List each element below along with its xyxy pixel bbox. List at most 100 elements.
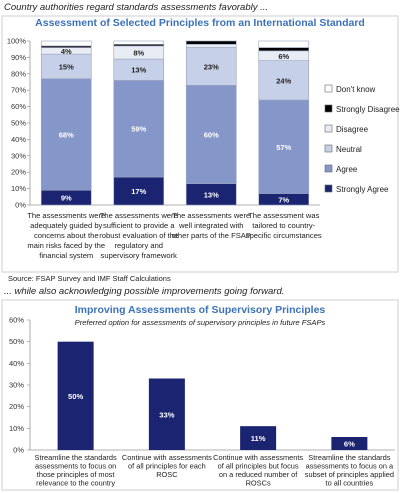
chart2-data-label: 33% bbox=[159, 410, 174, 419]
chart2-ytick-label: 10% bbox=[9, 424, 24, 433]
chart1-bar-segment-neutral bbox=[40, 53, 92, 80]
chart1-data-label: 8% bbox=[133, 48, 144, 57]
chart1-category-label: robust evaluation of the bbox=[99, 231, 178, 240]
chart1-ytick-label: 0% bbox=[15, 201, 26, 210]
chart1-legend-label: Strongly Agree bbox=[336, 185, 389, 194]
chart2-category-label: relevance to the country bbox=[36, 479, 115, 488]
chart1-data-label: 68% bbox=[59, 130, 74, 139]
chart2-category-label: Streamline the standards bbox=[35, 453, 117, 462]
chart1-category-label: well integrated with bbox=[178, 221, 244, 230]
chart1-ytick-label: 20% bbox=[11, 168, 26, 177]
chart1-data-label: 59% bbox=[131, 125, 146, 134]
chart1-category-label: financial system bbox=[39, 251, 93, 260]
chart1-data-label: 15% bbox=[59, 62, 74, 71]
chart2-ytick-label: 40% bbox=[9, 359, 24, 368]
chart1-legend-swatch-strongly-agree bbox=[324, 184, 333, 193]
chart1-ytick-label: 10% bbox=[11, 184, 26, 193]
chart1-category-label: main risks faced by the bbox=[27, 241, 105, 250]
chart1-bar-segment-strongly-agree bbox=[113, 176, 165, 206]
chart1-ytick-label: 100% bbox=[7, 37, 27, 46]
chart2-data-label: 50% bbox=[68, 392, 83, 401]
chart1-bar-segment-don-t-know bbox=[40, 40, 92, 47]
chart2-ytick-label: 20% bbox=[9, 402, 24, 411]
chart2-title: Improving Assessments of Supervisory Pri… bbox=[75, 304, 326, 316]
chart1-category-label: adequately guided by bbox=[30, 221, 102, 230]
chart1-data-label: 17% bbox=[131, 187, 146, 196]
chart1-data-label: 4% bbox=[61, 47, 72, 56]
chart1-category-label: supervisory framework bbox=[101, 251, 178, 260]
chart1-category-label: specific circumstances bbox=[246, 231, 322, 240]
chart1-category-label: concerns about the bbox=[34, 231, 99, 240]
chart1-title: Assessment of Selected Principles from a… bbox=[35, 17, 365, 29]
chart1-legend-label: Agree bbox=[336, 165, 358, 174]
chart1-data-label: 13% bbox=[131, 66, 146, 75]
chart2-bar bbox=[331, 437, 368, 450]
chart1-ytick-label: 80% bbox=[11, 69, 26, 78]
chart1-category-label: other parts of the FSAP bbox=[172, 231, 251, 240]
chart1-category-label: The assessment was bbox=[248, 211, 320, 220]
chart1-legend-swatch-strongly-disagree bbox=[324, 104, 333, 113]
chart2-category-label: of all principles for each bbox=[128, 462, 206, 471]
chart1-category-label: The assessments were bbox=[100, 211, 178, 220]
chart1-legend-label: Don't know bbox=[336, 85, 376, 94]
chart1-ytick-label: 50% bbox=[11, 119, 26, 128]
chart2-category-label: to all countries bbox=[326, 479, 374, 488]
chart1-data-label: 24% bbox=[276, 76, 291, 85]
chart1-legend-label: Neutral bbox=[336, 145, 362, 154]
chart2-ytick-label: 30% bbox=[9, 381, 24, 390]
chart1-data-label: 57% bbox=[276, 143, 291, 152]
chart1-bar-segment-don-t-know bbox=[258, 40, 310, 48]
chart2-frame bbox=[1, 299, 399, 491]
chart1-bar-segment-strongly-disagree bbox=[258, 47, 310, 52]
chart2-category-label: assessments to focus on a bbox=[306, 462, 394, 471]
chart2-bar bbox=[240, 426, 277, 450]
chart2-category-label: ROSC bbox=[156, 470, 178, 479]
chart1-ytick-label: 40% bbox=[11, 135, 26, 144]
chart1-category-label: sufficient to provide a bbox=[103, 221, 175, 230]
chart1-legend-label: Strongly Disagree bbox=[336, 105, 400, 114]
chart1-legend-swatch-don-t-know bbox=[324, 84, 333, 93]
chart1-bar-segment-agree bbox=[185, 84, 237, 184]
chart1-bar-segment-strongly-disagree bbox=[185, 40, 237, 45]
chart2-subtitle: Preferred option for assessments of supe… bbox=[75, 318, 326, 327]
chart1-bar-segment-neutral bbox=[258, 60, 310, 101]
chart1-data-label: 9% bbox=[61, 194, 72, 203]
chart1-category-label: tailored to country- bbox=[252, 221, 315, 230]
intro-caption: Country authorities regard standards ass… bbox=[4, 2, 269, 13]
chart2-ytick-label: 0% bbox=[13, 446, 24, 455]
chart1-data-label: 7% bbox=[278, 195, 289, 204]
chart1-category-label: The assessments were bbox=[27, 211, 105, 220]
chart2-category-label: those principles of most bbox=[37, 470, 115, 479]
chart2-bar bbox=[57, 341, 94, 450]
chart1-legend-label: Disagree bbox=[336, 125, 369, 134]
mid-caption: ... while also acknowledging possible im… bbox=[4, 286, 285, 297]
chart2-data-label: 6% bbox=[344, 440, 355, 449]
chart2-ytick-label: 50% bbox=[9, 337, 24, 346]
chart1-bar-segment-agree bbox=[113, 80, 165, 178]
chart1-data-label: 13% bbox=[204, 190, 219, 199]
chart2-ytick-label: 60% bbox=[9, 316, 24, 325]
chart1-bar-segment-agree bbox=[258, 99, 310, 194]
chart2-category-label: of all principles but focus bbox=[218, 462, 299, 471]
chart1-ytick-label: 30% bbox=[11, 151, 26, 160]
chart1-frame bbox=[1, 15, 399, 273]
chart1-category-label: The assessments were bbox=[172, 211, 250, 220]
chart1-data-label: 6% bbox=[278, 52, 289, 61]
chart2-category-label: on a reduced number of bbox=[219, 470, 298, 479]
chart1-bar-segment-disagree bbox=[185, 43, 237, 48]
chart1-bar-segment-don-t-know bbox=[113, 40, 165, 45]
chart2-category-label: Continue with assessments bbox=[122, 453, 212, 462]
chart2-data-label: 11% bbox=[251, 434, 266, 443]
chart2-category-label: assessments to focus on bbox=[35, 462, 116, 471]
chart1-category-label: regulatory and bbox=[114, 241, 163, 250]
chart1-bar-segment-neutral bbox=[185, 47, 237, 86]
chart1-legend-swatch-agree bbox=[324, 164, 333, 173]
chart-improving-assessments: Improving Assessments of Supervisory Pri… bbox=[1, 299, 399, 491]
chart2-category-label: Streamline the standards bbox=[308, 453, 390, 462]
chart1-bar-segment-agree bbox=[40, 78, 92, 191]
chart2-category-label: Continue with assessments bbox=[213, 453, 303, 462]
chart1-ytick-label: 70% bbox=[11, 86, 26, 95]
chart1-legend-swatch-disagree bbox=[324, 124, 333, 133]
chart1-data-label: 60% bbox=[204, 130, 219, 139]
chart1-data-label: 23% bbox=[204, 62, 219, 71]
